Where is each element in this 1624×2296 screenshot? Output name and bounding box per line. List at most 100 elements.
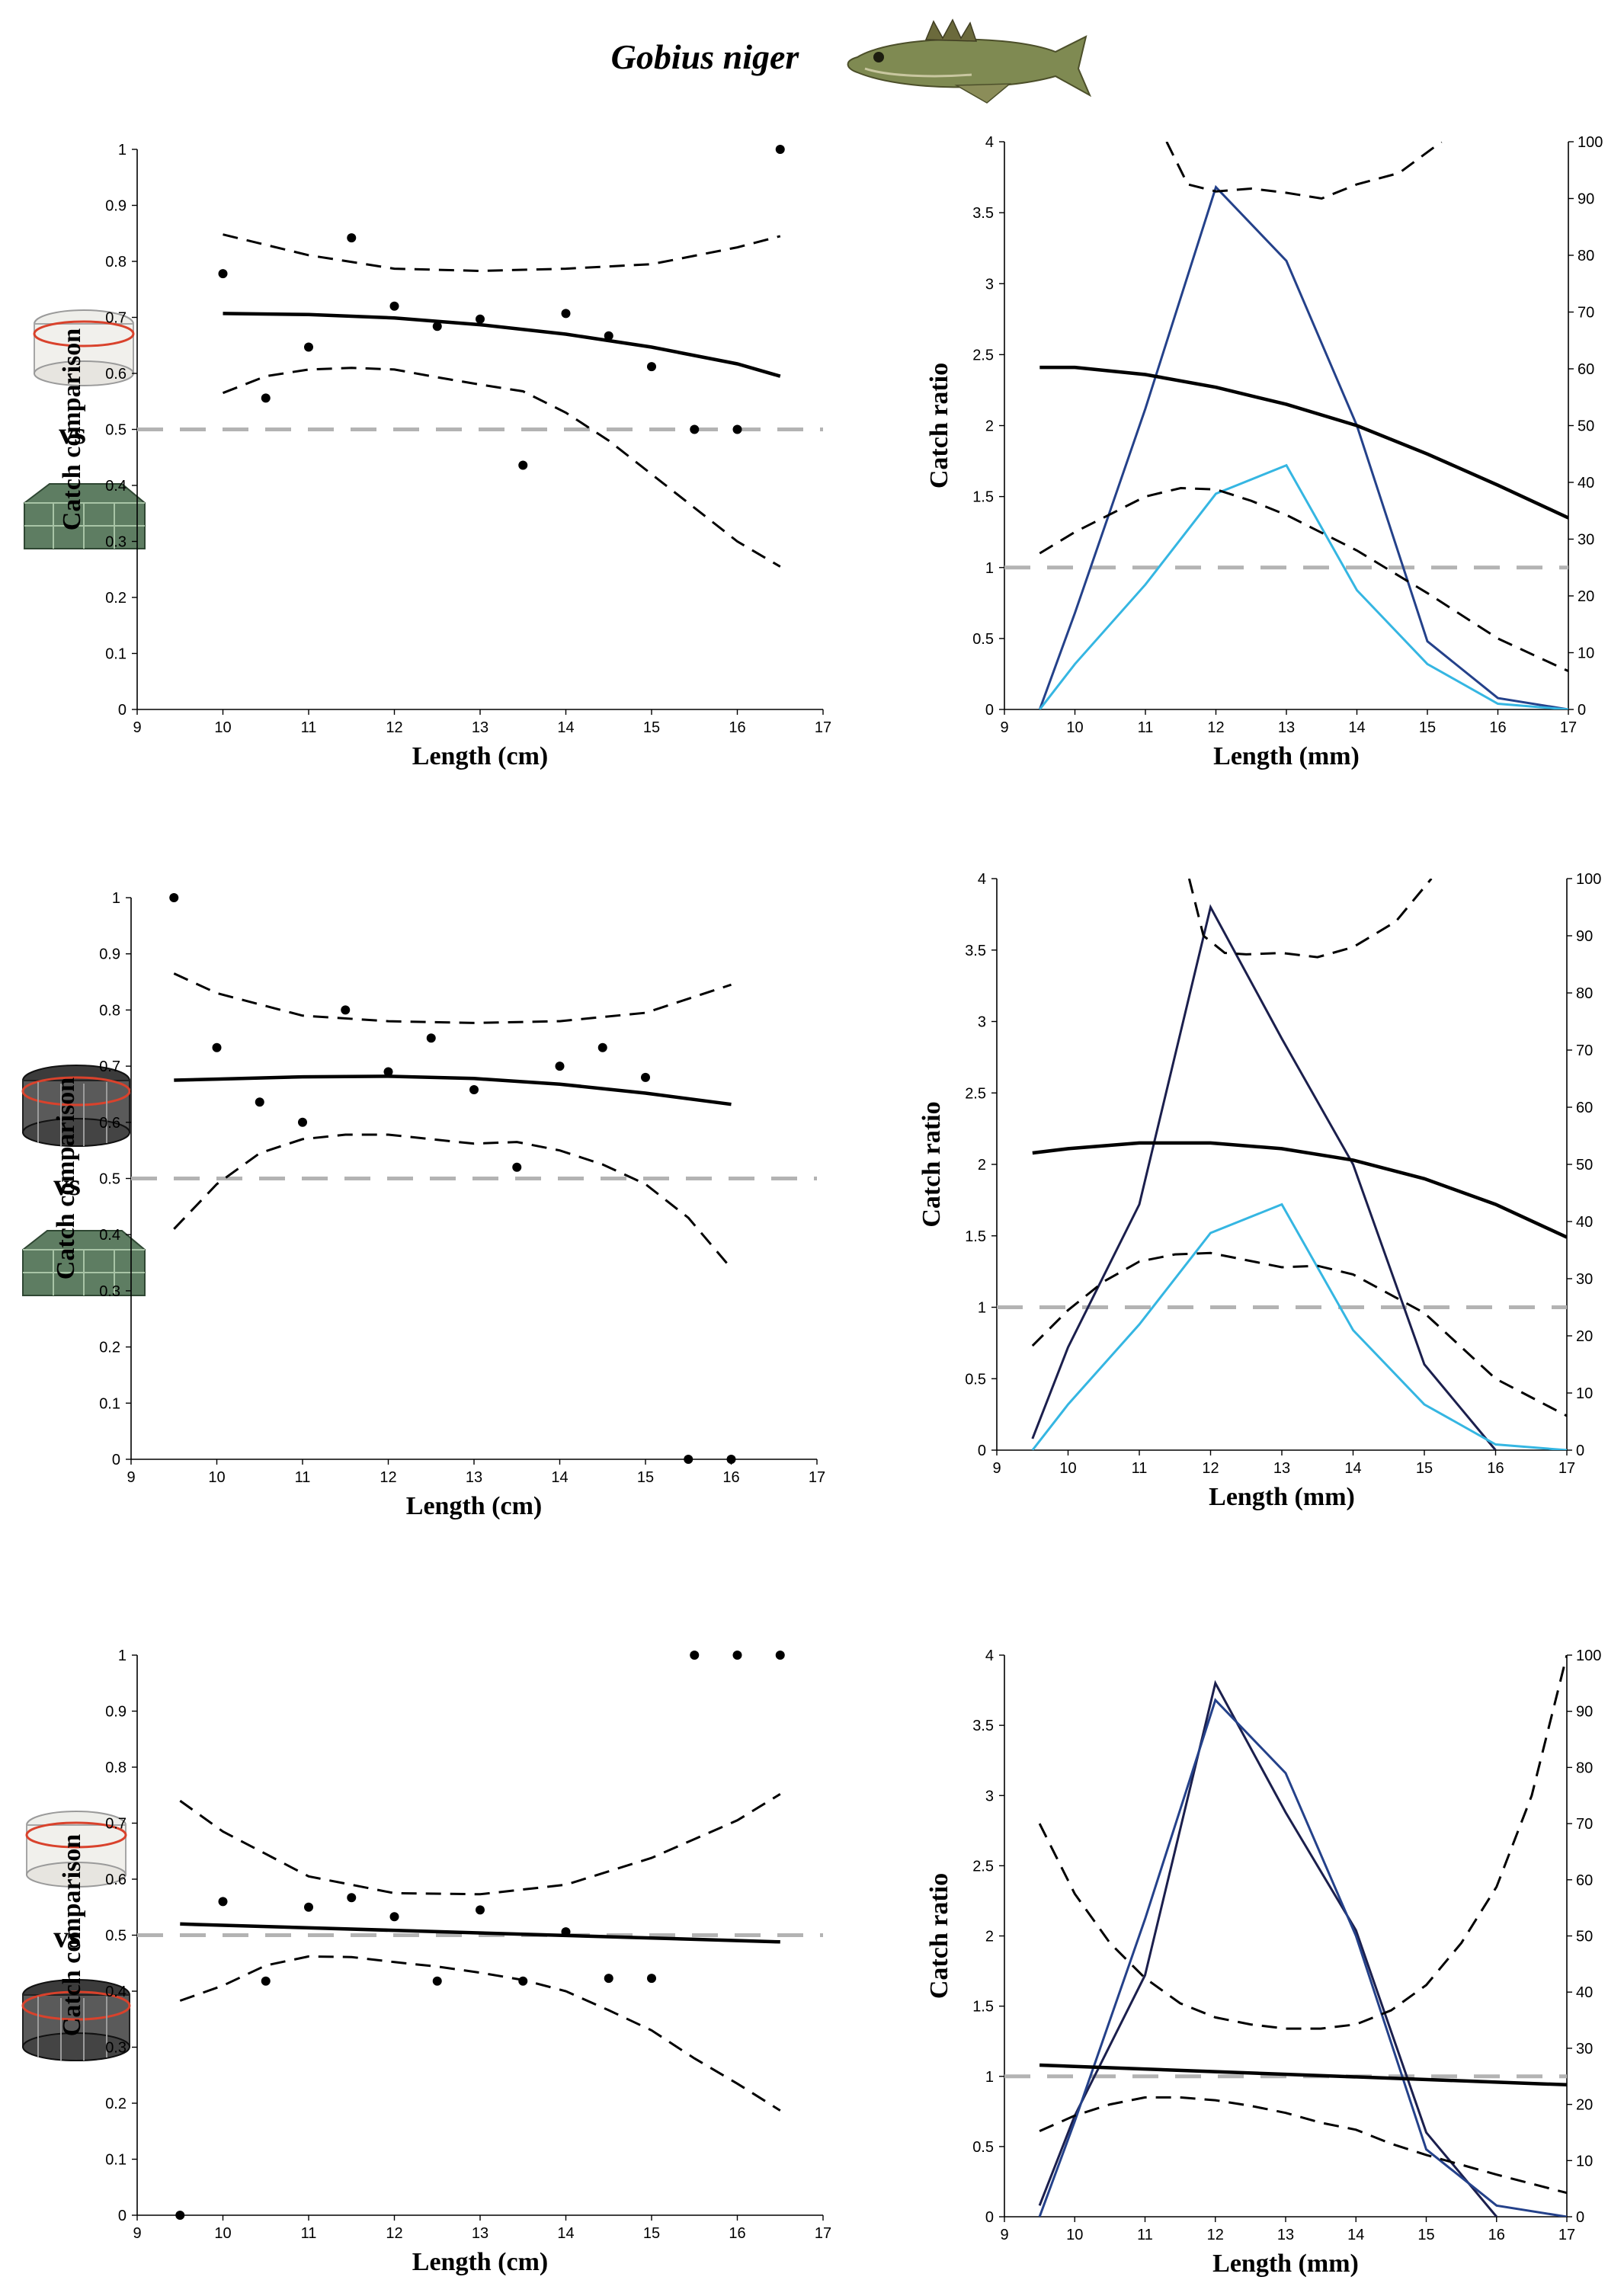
data-point — [647, 1974, 656, 1984]
y-tick-label: 0.1 — [105, 646, 127, 663]
y-tick-label: 0 — [118, 702, 127, 719]
data-point — [647, 362, 656, 372]
plot-area — [131, 972, 817, 1270]
x-tick-label: 10 — [1059, 1460, 1076, 1477]
x-tick-label: 12 — [386, 719, 402, 736]
y-tick-label: 2 — [978, 1157, 986, 1174]
y-tick-label: 3 — [985, 1788, 994, 1804]
x-tick-label: 11 — [1137, 2227, 1153, 2243]
y2-tick-label: 40 — [1576, 1984, 1593, 2001]
data-point — [304, 1902, 313, 1912]
y-tick-label: 0.9 — [105, 198, 127, 215]
series-line-dark-blue — [1038, 184, 1568, 709]
y-axis-label: Catch ratio — [925, 1873, 953, 1999]
y2-tick-label: 90 — [1576, 928, 1593, 945]
y-tick-label: 2.5 — [972, 1858, 994, 1875]
lower-ci-line — [1039, 2096, 1567, 2195]
y-tick-label: 0.7 — [99, 1058, 120, 1075]
data-point — [255, 1097, 264, 1107]
y-tick-label: 0 — [985, 702, 994, 719]
y-tick-label: 0 — [985, 2209, 994, 2226]
data-point — [555, 1062, 565, 1071]
x-axis-label: Length (mm) — [1212, 2250, 1359, 2278]
round-trap-white-icon — [33, 309, 135, 386]
data-point — [476, 1905, 485, 1915]
y-tick-label: 0.5 — [972, 2139, 994, 2156]
vs-label-row1: vs — [59, 416, 86, 450]
x-tick-label: 12 — [386, 2225, 402, 2242]
x-tick-label: 15 — [637, 1469, 654, 1486]
x-axis-label: Length (cm) — [412, 742, 548, 770]
y-tick-label: 0.7 — [105, 310, 127, 327]
y-tick-label: 0.2 — [99, 1340, 120, 1356]
y-tick-label: 0.5 — [99, 1171, 120, 1188]
x-tick-label: 11 — [1138, 719, 1154, 736]
y-tick-label: 1.5 — [972, 489, 994, 506]
round-trap-white-icon-2 — [25, 1811, 127, 1888]
upper-ci-line — [1165, 142, 1443, 200]
data-point — [389, 301, 399, 311]
y-tick-label: 0.7 — [105, 1816, 127, 1833]
data-point — [298, 1117, 307, 1127]
y2-tick-label: 80 — [1576, 1760, 1593, 1776]
data-point — [389, 1912, 399, 1922]
y-tick-label: 0.8 — [99, 1002, 120, 1019]
y-tick-label: 0.3 — [105, 534, 127, 551]
y2-tick-label: 20 — [1578, 588, 1594, 605]
x-tick-label: 12 — [1207, 2227, 1224, 2243]
upper-ci-line — [1187, 879, 1433, 959]
x-tick-label: 14 — [1344, 1460, 1361, 1477]
x-tick-label: 16 — [722, 1469, 739, 1486]
data-point — [432, 1976, 442, 1986]
y2-tick-label: 60 — [1578, 361, 1594, 378]
lower-ci-line — [179, 1955, 781, 2112]
data-point — [341, 1005, 351, 1015]
fit-line — [1032, 1141, 1567, 1239]
plot-area — [137, 233, 823, 568]
x-axis-label: Length (cm) — [412, 2248, 548, 2276]
x-tick-label: 13 — [1278, 719, 1295, 736]
y2-tick-label: 60 — [1576, 1872, 1593, 1889]
series-line-light-blue — [1039, 463, 1568, 709]
y2-tick-label: 70 — [1576, 1042, 1593, 1059]
y2-tick-label: 20 — [1576, 2097, 1593, 2114]
y-tick-label: 4 — [985, 134, 994, 151]
y-tick-label: 3.5 — [972, 1718, 994, 1734]
y-tick-label: 0.5 — [965, 1371, 986, 1388]
x-tick-label: 10 — [1066, 2227, 1083, 2243]
y-axis-label: Catch comparison — [52, 1078, 80, 1279]
data-point — [218, 1897, 228, 1907]
x-tick-label: 15 — [1419, 719, 1436, 736]
y-tick-label: 1 — [985, 2069, 994, 2086]
data-point — [261, 393, 271, 403]
y2-tick-label: 100 — [1576, 871, 1601, 888]
y2-tick-label: 0 — [1578, 702, 1586, 719]
x-tick-label: 9 — [127, 1469, 135, 1486]
x-tick-label: 10 — [214, 2225, 231, 2242]
x-axis-label: Length (mm) — [1213, 742, 1360, 770]
y2-tick-label: 0 — [1576, 1443, 1584, 1459]
y2-tick-label: 50 — [1576, 1157, 1593, 1174]
lower-ci-line — [173, 1133, 732, 1270]
data-point — [561, 309, 571, 319]
y2-tick-label: 40 — [1576, 1214, 1593, 1231]
data-point — [604, 331, 613, 341]
vs-label-row3: vs — [53, 1920, 81, 1954]
y-axis-label: Catch ratio — [925, 363, 953, 488]
panel-row3-comparison: 9 10 11 12 13 14 15 16 17 0 0.1 0.2 0.3 0.4 0.5 0.6 0.7 0… — [58, 1648, 831, 2276]
y-axis-label: Catch comparison — [58, 1834, 86, 2036]
x-tick-label: 17 — [1560, 719, 1577, 736]
fit-line — [174, 1074, 732, 1106]
y-tick-label: 0.4 — [105, 478, 127, 495]
data-point — [175, 2211, 185, 2220]
panel-row1-comparison: 9 10 11 12 13 14 15 16 17 0 0.1 0.2 0.3 0.4 0.5 0.6 0.7 0… — [58, 142, 831, 770]
y-tick-label: 0.1 — [99, 1395, 120, 1412]
y2-tick-label: 70 — [1576, 1816, 1593, 1833]
series-line-navy — [1031, 904, 1497, 1450]
data-point — [512, 1162, 522, 1172]
lower-ci-line — [222, 367, 781, 568]
square-trap-green-icon — [24, 483, 146, 549]
y-tick-label: 2 — [985, 418, 994, 435]
x-tick-label: 15 — [1416, 1460, 1433, 1477]
y-tick-label: 0.3 — [99, 1283, 120, 1300]
